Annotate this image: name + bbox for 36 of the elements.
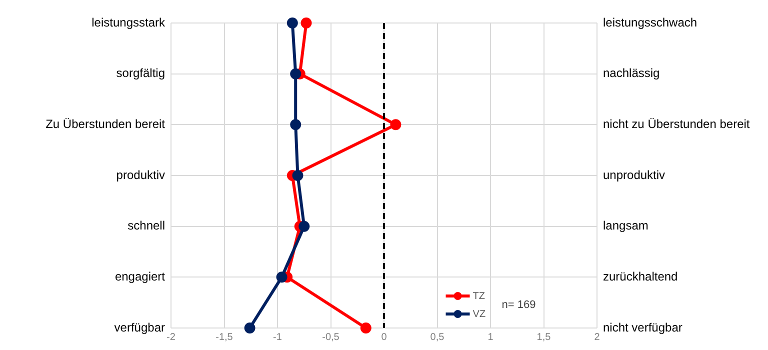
y2-tick-label: nicht zu Überstunden bereit xyxy=(603,116,750,131)
point xyxy=(360,322,372,334)
x-tick-label: 0,5 xyxy=(430,332,445,343)
y2-tick-label: unproduktiv xyxy=(603,168,666,182)
point xyxy=(276,272,288,283)
y-tick-label: produktiv xyxy=(116,168,165,182)
point xyxy=(300,18,312,28)
x-tick-label: -0,5 xyxy=(322,332,340,343)
y-tick-label: verfügbar xyxy=(114,320,165,334)
x-tick-label: -1,5 xyxy=(216,332,234,343)
annotation: n= 169 xyxy=(502,299,536,312)
point xyxy=(290,68,302,80)
y2-tick-label: langsam xyxy=(603,218,648,233)
y-tick-label: schnell xyxy=(128,218,165,233)
y2-tick-label: leistungsschwach xyxy=(603,15,698,30)
x-tick-label: 2 xyxy=(594,332,600,343)
y-tick-label: leistungsstark xyxy=(92,15,166,30)
point xyxy=(244,322,256,334)
x-tick-label: 1 xyxy=(488,332,494,343)
point xyxy=(286,18,298,28)
x-tick-label: -1 xyxy=(273,332,282,343)
point xyxy=(390,119,402,130)
legend-label: VZ xyxy=(472,308,486,320)
y-tick-label: sorgfältig xyxy=(116,66,165,80)
point xyxy=(292,170,304,181)
y2-tick-label: nicht verfügbar xyxy=(603,320,682,334)
y-tick-label: engagiert xyxy=(114,269,166,284)
x-tick-label: 0 xyxy=(381,332,388,343)
point xyxy=(290,119,302,130)
legend-label: TZ xyxy=(472,290,485,302)
x-tick-label: 1,5 xyxy=(536,332,552,343)
point xyxy=(298,220,310,232)
x-tick-label: -2 xyxy=(166,332,176,343)
y2-tick-label: zurückhaltend xyxy=(603,269,678,284)
y-tick-label: Zu Überstunden bereit xyxy=(46,116,166,131)
y2-tick-label: nachlässig xyxy=(603,66,660,80)
